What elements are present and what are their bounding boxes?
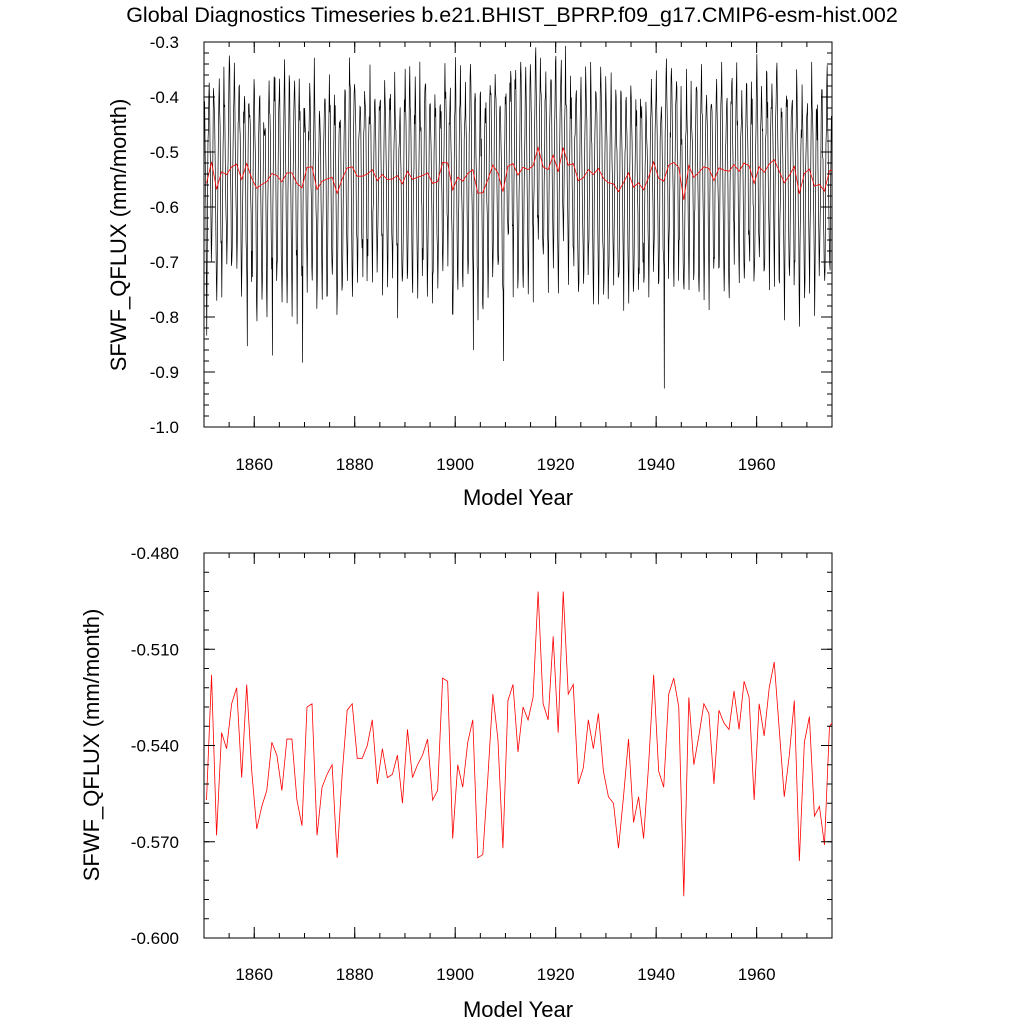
- y-tick-label: -0.480: [131, 544, 179, 563]
- x-tick-label: 1960: [738, 455, 776, 474]
- x-tick-label: 1940: [637, 965, 675, 984]
- y-axis-label: SFWF_QFLUX (mm/month): [106, 99, 131, 372]
- chart-title: Global Diagnostics Timeseries b.e21.BHIS…: [126, 3, 898, 27]
- x-tick-label: 1920: [537, 965, 575, 984]
- y-tick-label: -0.8: [150, 308, 179, 327]
- series-line-2: [206, 146, 832, 200]
- y-tick-label: -0.7: [150, 253, 179, 272]
- y-axis-label: SFWF_QFLUX (mm/month): [79, 609, 104, 882]
- series-line-1: [204, 45, 832, 389]
- y-tick-label: -0.9: [150, 363, 179, 382]
- x-axis-label: Model Year: [463, 997, 573, 1022]
- x-tick-label: 1960: [738, 965, 776, 984]
- x-tick-label: 1900: [436, 455, 474, 474]
- series-line-1: [206, 591, 832, 897]
- x-tick-label: 1900: [436, 965, 474, 984]
- y-tick-label: -0.5: [150, 143, 179, 162]
- y-tick-label: -0.510: [131, 640, 179, 659]
- x-tick-label: 1860: [235, 455, 273, 474]
- y-tick-label: -0.3: [150, 33, 179, 52]
- y-tick-label: -0.540: [131, 737, 179, 756]
- y-tick-label: -0.600: [131, 929, 179, 948]
- x-tick-label: 1880: [336, 965, 374, 984]
- y-tick-label: -0.570: [131, 833, 179, 852]
- y-tick-label: -0.6: [150, 198, 179, 217]
- plot-frame: [203, 41, 833, 428]
- series-group: [204, 45, 832, 389]
- x-tick-label: 1920: [537, 455, 575, 474]
- panel-1: -0.3 -0.4 -0.5 -0.6 -0.7 -0.8 -0.9 -1.0 1860 1880…: [106, 33, 833, 510]
- y-tick-label: -0.4: [150, 88, 179, 107]
- x-axis-label: Model Year: [463, 485, 573, 510]
- series-group: [206, 591, 832, 897]
- panel-2: -0.480 -0.510 -0.540 -0.570 -0.600 1860 1880 19…: [79, 544, 833, 1022]
- plot-frame: [203, 552, 833, 939]
- x-tick-label: 1860: [235, 965, 273, 984]
- y-tick-label: -1.0: [150, 418, 179, 437]
- x-tick-label: 1880: [336, 455, 374, 474]
- x-tick-label: 1940: [637, 455, 675, 474]
